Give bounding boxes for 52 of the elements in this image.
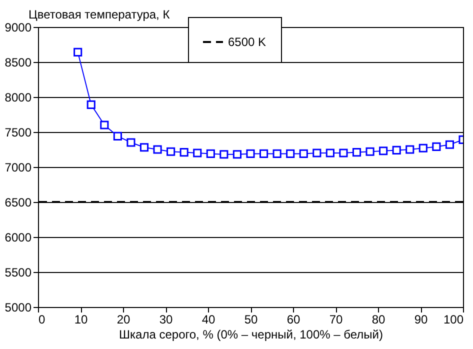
point — [286, 149, 295, 158]
y-tick-label: 7500 — [4, 126, 32, 140]
point — [140, 143, 149, 152]
legend-label: 6500 K — [228, 35, 266, 49]
x-tick-label: 30 — [159, 312, 173, 326]
x-tick-label: 10 — [74, 312, 88, 326]
point — [432, 142, 441, 151]
point — [352, 148, 362, 157]
point — [126, 138, 136, 147]
x-tick-label: 60 — [286, 312, 300, 326]
point — [366, 147, 374, 156]
point — [220, 150, 228, 159]
point — [113, 132, 122, 140]
point — [392, 146, 401, 154]
x-tick-label: 70 — [329, 312, 343, 326]
point — [232, 150, 242, 159]
point — [100, 120, 109, 130]
x-axis-title: Шкала серого, % (0% – черный, 100% – белый) — [119, 328, 383, 342]
x-tick-label: 80 — [372, 312, 386, 326]
y-axis-title: Цветовая температура, К — [28, 8, 170, 22]
y-tick-label: 5000 — [4, 300, 32, 314]
y-tick-label: 7000 — [4, 160, 32, 174]
point — [153, 145, 162, 154]
point — [312, 148, 322, 158]
y-tick-label: 6000 — [4, 230, 32, 244]
x-tick-label: 50 — [244, 312, 258, 326]
point — [326, 148, 334, 158]
y-tick-label: 5500 — [4, 266, 32, 280]
point — [299, 149, 308, 158]
y-tick-label: 8000 — [4, 90, 32, 104]
y-tick-label: 9000 — [4, 20, 32, 34]
x-tick-label: 0 — [38, 312, 46, 326]
point — [406, 145, 414, 154]
x-tick-label: 90 — [414, 312, 428, 326]
point — [259, 149, 268, 158]
point — [379, 146, 388, 156]
x-tick-label: 40 — [202, 312, 216, 326]
point — [193, 148, 202, 158]
x-tick-label: 20 — [116, 312, 130, 326]
y-tick-label: 8500 — [4, 56, 32, 70]
point — [74, 48, 82, 56]
point — [166, 147, 176, 156]
point — [206, 149, 215, 158]
y-tick-label: 6500 — [4, 196, 32, 210]
point — [86, 100, 96, 109]
point — [180, 148, 188, 157]
point — [246, 149, 255, 158]
point — [272, 149, 282, 158]
point — [418, 144, 428, 152]
x-tick-label: 100 — [443, 312, 464, 326]
point — [445, 140, 454, 149]
point — [339, 148, 348, 158]
